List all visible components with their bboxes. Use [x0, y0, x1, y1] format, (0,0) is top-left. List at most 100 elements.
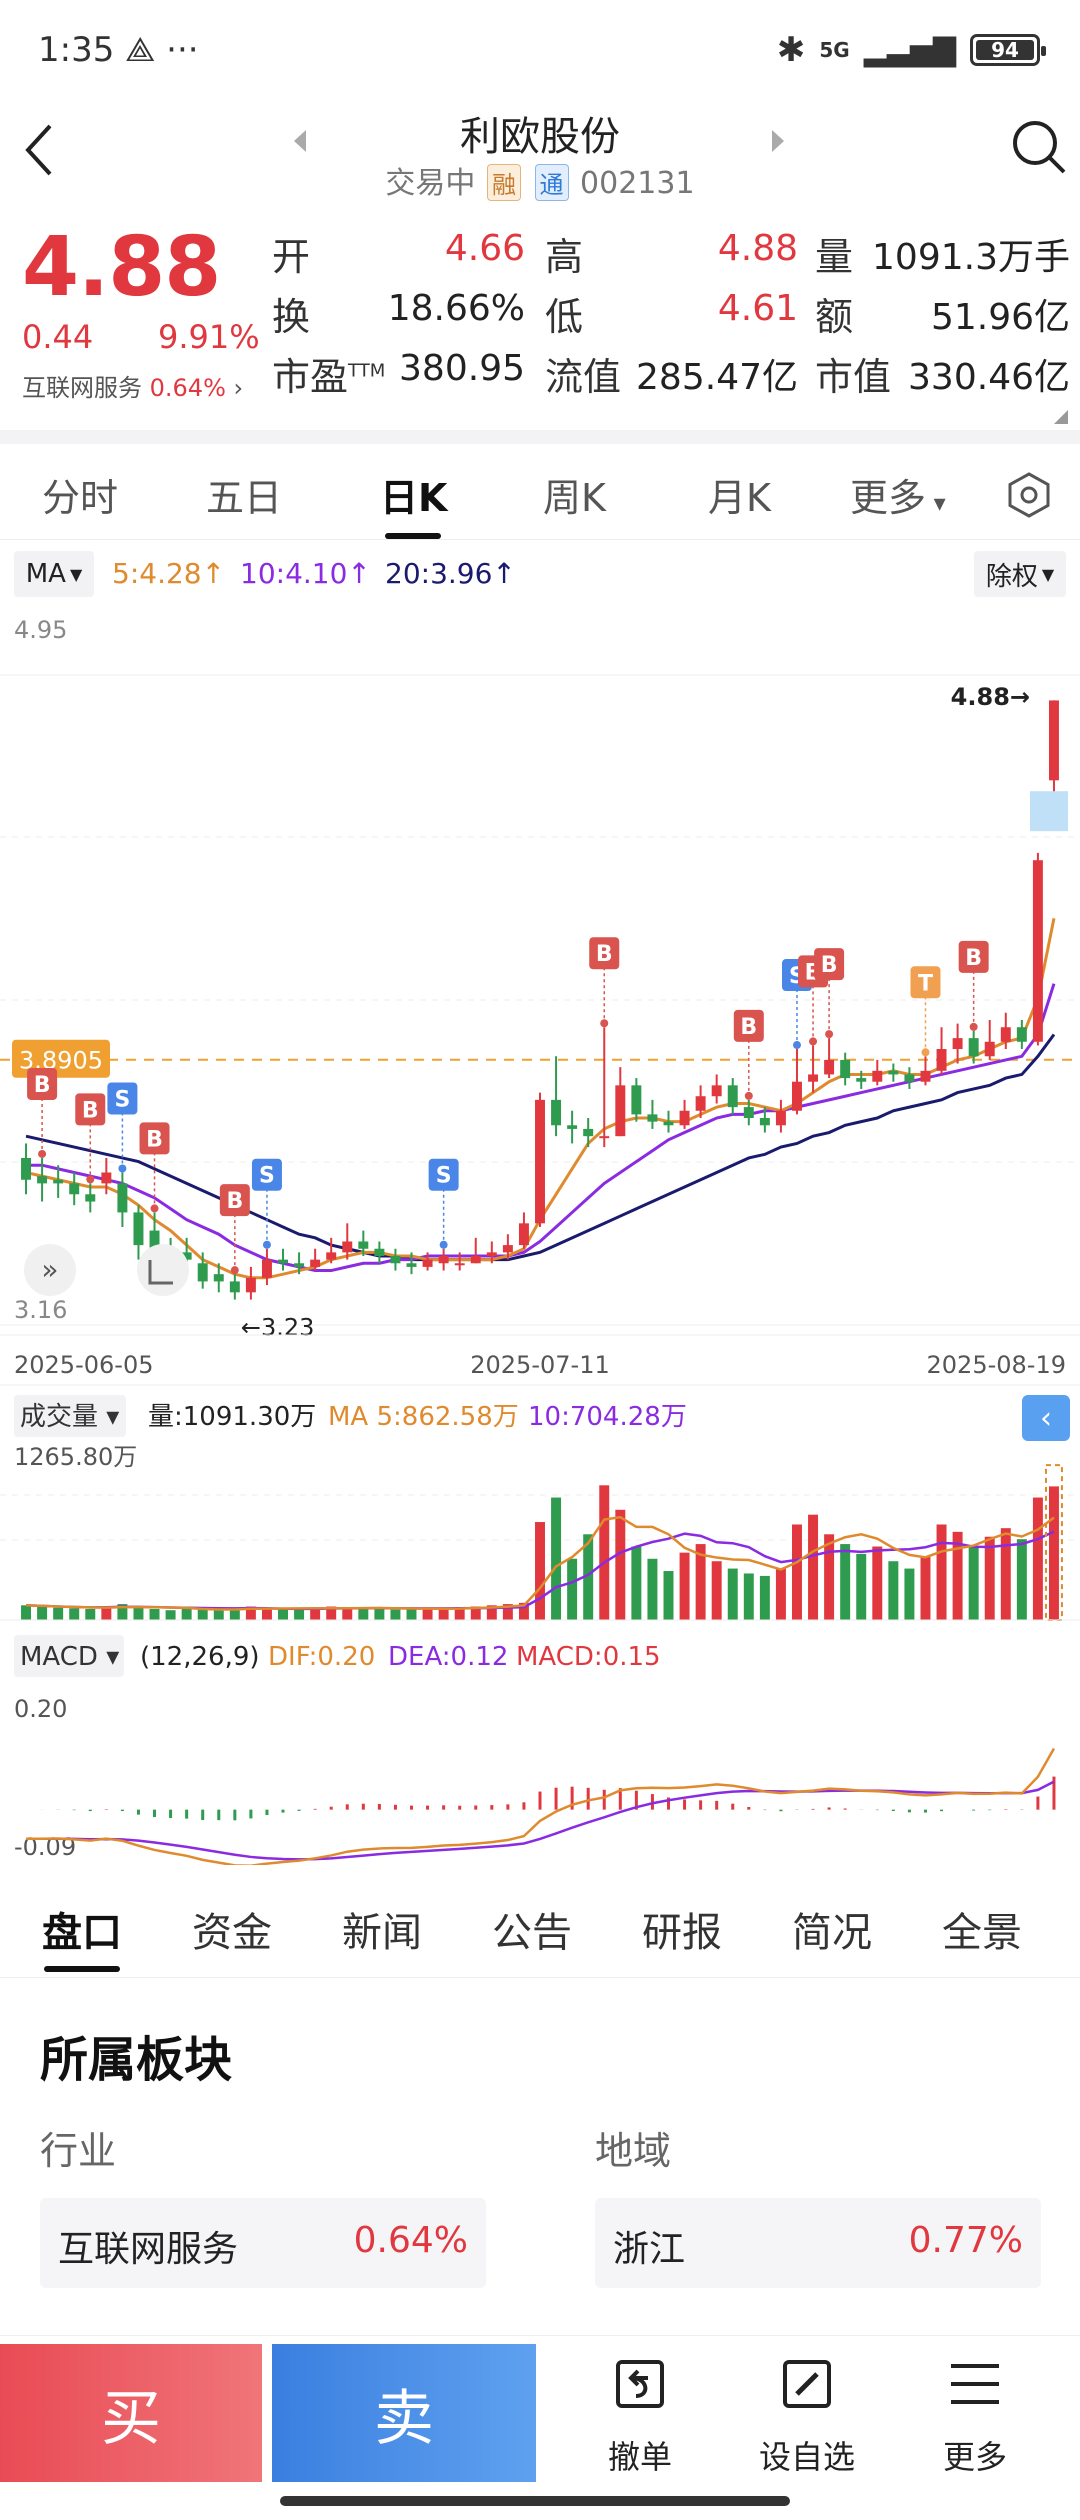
dif-line [26, 1747, 1056, 1865]
candle-body [759, 1118, 770, 1126]
volume-bar [53, 1607, 64, 1620]
chevron-right-icon: › [233, 374, 244, 402]
signal-s: S [259, 1164, 275, 1189]
volume-bar [213, 1610, 224, 1620]
volume-bar [358, 1608, 369, 1620]
candle-body [518, 1223, 529, 1246]
signal-badge [139, 1122, 170, 1155]
prev-stock-icon[interactable] [290, 126, 310, 156]
tab-weekly-k[interactable]: 周K [543, 476, 606, 520]
chevron-left-icon: ‹ [1040, 1401, 1052, 1436]
double-chevron-icon: » [41, 1253, 58, 1286]
tab-research[interactable]: 研报 [642, 1910, 722, 1956]
open-label: 开 [272, 235, 311, 279]
tab-overview[interactable]: 全景 [942, 1910, 1022, 1956]
signal-b: B [146, 1127, 163, 1152]
volume-selector [14, 1395, 126, 1437]
candle-body [213, 1274, 224, 1282]
volume-bar [502, 1604, 513, 1620]
y-top-label: 4.95 [14, 616, 67, 644]
add-watchlist-button[interactable]: 设自选 [732, 2356, 882, 2478]
candle-body [358, 1241, 369, 1249]
app-notification-icon: ⟁ ··· [125, 30, 199, 70]
candle-body [663, 1121, 674, 1126]
tab-orderbook[interactable]: 盘口 [42, 1910, 122, 1956]
volume-value: 量:1091.30万 [148, 1402, 316, 1432]
volume-bar [599, 1485, 610, 1620]
cancel-order-button[interactable]: 撤单 [565, 2356, 715, 2478]
tab-five-day[interactable]: 五日 [206, 476, 283, 520]
macd-hist: MACD:0.15 [516, 1642, 661, 1672]
candle-body [470, 1256, 481, 1264]
back-icon[interactable] [20, 120, 60, 180]
candle-body [374, 1248, 385, 1257]
tab-intraday[interactable]: 分时 [42, 476, 119, 520]
candle-body [342, 1241, 353, 1253]
signal-dot [86, 1175, 95, 1184]
signal-dot [230, 1266, 239, 1275]
candle-body [101, 1172, 112, 1184]
volume-bar [133, 1607, 144, 1620]
signal-badge [814, 948, 845, 981]
tab-news[interactable]: 新闻 [342, 1910, 422, 1956]
sector-title: 所属板块 [40, 2032, 233, 2088]
candle-body [502, 1245, 513, 1253]
volume-bar [85, 1608, 96, 1620]
high-annotation: 4.88→ [951, 683, 1030, 711]
more-button[interactable]: 更多 [900, 2356, 1050, 2478]
volume-bar [1016, 1539, 1027, 1620]
y-bottom-label: 3.16 [14, 1296, 67, 1324]
pe-value: 380.95 [399, 348, 525, 389]
volume-bar [792, 1524, 802, 1620]
signal-b: B [596, 942, 613, 967]
candle-body [438, 1256, 449, 1264]
ma-selector[interactable]: MA ▼ [14, 551, 94, 597]
price-change-pct: 9.91% [158, 318, 260, 356]
tab-monthly-k[interactable]: 月K [708, 476, 771, 520]
ma20-line [25, 1033, 1056, 1262]
tab-daily-k[interactable]: 日K [380, 476, 448, 520]
industry-card[interactable]: 互联网服务 0.64% [40, 2198, 486, 2288]
candle-body [727, 1085, 738, 1108]
volume-bar [759, 1575, 770, 1620]
industry-link[interactable]: 互联网服务 0.64% › [22, 368, 243, 403]
tab-funds[interactable]: 资金 [192, 1910, 272, 1956]
candle-body [711, 1085, 722, 1097]
adjust-selector[interactable]: 除权 ▼ [974, 551, 1066, 597]
candle-body [647, 1114, 658, 1122]
volume-bar [663, 1571, 674, 1620]
volume-bar [470, 1606, 481, 1620]
volume-bar [37, 1606, 48, 1620]
region-card[interactable]: 浙江 0.77% [595, 2198, 1041, 2288]
candle-body [37, 1176, 48, 1184]
signal-badge [958, 940, 989, 973]
volume-bar [117, 1604, 128, 1620]
candle-body [631, 1085, 642, 1115]
candle-body [486, 1252, 497, 1257]
candle-body [775, 1110, 786, 1126]
volume-bar [1000, 1528, 1011, 1620]
volume-bar [936, 1524, 947, 1620]
candle-body [792, 1081, 802, 1111]
next-stock-icon[interactable] [768, 126, 788, 156]
sell-button[interactable]: 卖 [272, 2344, 536, 2482]
candle-body [920, 1070, 931, 1082]
date-start: 2025-06-05 [14, 1351, 153, 1379]
settings-hex-icon[interactable] [1005, 471, 1053, 519]
status-bar: 1:35 ⟁ ··· ✱ 5G ▂▃▅▇ 94 [0, 0, 1080, 100]
tab-announcements[interactable]: 公告 [492, 1910, 572, 1956]
search-icon[interactable] [1010, 118, 1070, 178]
candle-body [567, 1125, 578, 1129]
signal-dot [809, 1037, 818, 1046]
tab-profile[interactable]: 简况 [792, 1910, 872, 1956]
signal-dot [744, 1091, 753, 1100]
candle-body [679, 1110, 690, 1126]
signal-t: T [918, 971, 933, 996]
tab-more[interactable]: 更多 ▾ [850, 476, 946, 520]
cancel-order-icon [616, 2360, 664, 2408]
buy-button[interactable]: 买 [0, 2344, 262, 2482]
expand-corner-icon[interactable] [1054, 410, 1068, 424]
volume-bar [261, 1607, 272, 1620]
chart-area[interactable]: MA ▼ 5:4.28↑ 10:4.10↑ 20:3.96↑ 除权 ▼ 4.95 3.… [0, 545, 1080, 1865]
